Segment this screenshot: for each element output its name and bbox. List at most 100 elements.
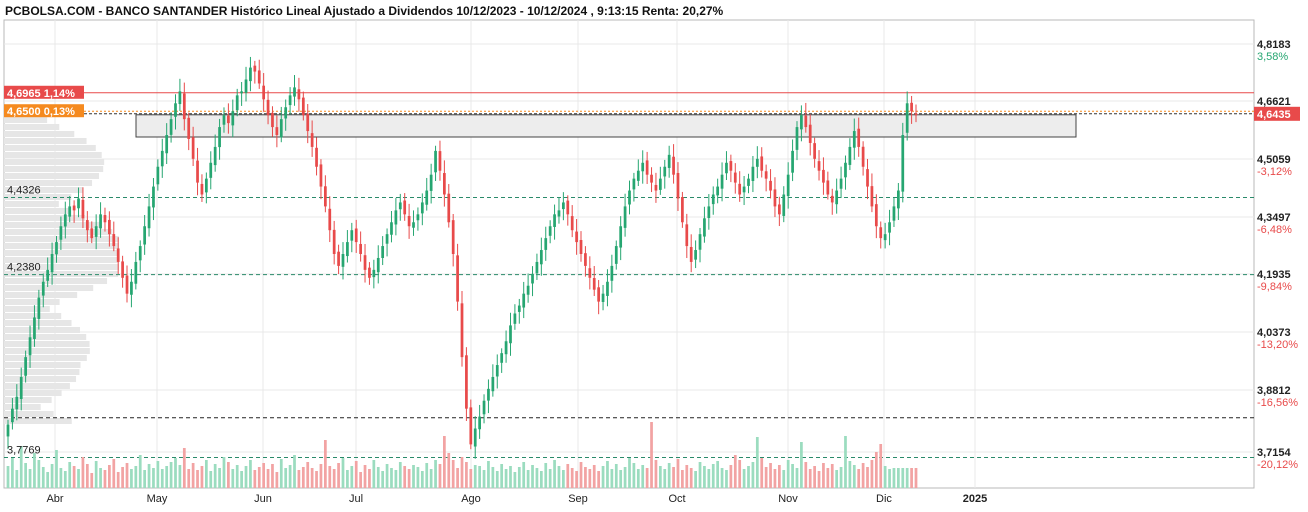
volume-bar <box>711 464 715 488</box>
volume-bar <box>610 469 614 488</box>
volume-bar <box>77 469 80 488</box>
candle-body <box>271 112 274 128</box>
candle-body <box>910 102 913 112</box>
volume-bar <box>698 462 702 488</box>
volume-bar <box>694 471 697 488</box>
candle-body <box>575 231 578 243</box>
volume-profile-bar <box>4 145 96 151</box>
volume-bar <box>901 468 905 488</box>
volume-profile-bar <box>4 292 78 298</box>
candle-body <box>584 253 587 266</box>
volume-bar <box>654 460 658 488</box>
volume-bar <box>469 469 473 488</box>
volume-profile-bar <box>4 194 72 200</box>
candle-body <box>729 161 733 171</box>
y-tick-price: 4,8183 <box>1257 39 1291 51</box>
candle-body <box>892 206 896 221</box>
volume-bar <box>584 467 587 488</box>
candle-body <box>125 275 129 294</box>
level-price-label-box <box>4 104 84 118</box>
volume-profile-bar <box>4 390 62 396</box>
candle-body <box>456 255 459 302</box>
candle-body <box>46 269 50 281</box>
candle-body <box>839 178 843 189</box>
volume-bar <box>703 466 706 488</box>
candle-body <box>822 169 825 183</box>
volume-bar <box>381 471 385 488</box>
candle-body <box>19 376 23 399</box>
candle-body <box>531 273 534 284</box>
candle-body <box>213 146 217 166</box>
y-tick-pct: 3,58% <box>1257 51 1288 63</box>
candle-body <box>196 160 199 183</box>
volume-bar <box>390 468 393 488</box>
candle-body <box>676 172 680 199</box>
y-tick-price: 3,8812 <box>1257 385 1291 397</box>
volume-bar <box>6 466 10 488</box>
candle-body <box>275 127 279 136</box>
candle-body <box>835 190 839 205</box>
volume-profile-bar <box>4 320 72 326</box>
volume-bar <box>323 440 327 488</box>
volume-bar <box>672 467 675 488</box>
volume-bar <box>839 467 843 488</box>
candle-body <box>526 285 530 295</box>
volume-profile-bar <box>4 222 100 228</box>
candle-body <box>614 246 618 264</box>
volume-profile-bar <box>4 201 59 207</box>
volume-bar <box>160 469 164 488</box>
volume-bar <box>363 465 367 488</box>
volume-bar <box>844 436 847 488</box>
volume-bar <box>500 464 504 488</box>
volume-bar <box>817 471 821 488</box>
volume-profile-bar <box>4 152 102 158</box>
candle-body <box>354 228 358 243</box>
volume-bar <box>879 444 883 488</box>
volume-bar <box>187 469 191 488</box>
candle-body <box>262 85 266 100</box>
volume-profile-bar <box>4 355 87 361</box>
candle-body <box>174 103 177 117</box>
volume-profile-bar <box>4 306 50 312</box>
candle-body <box>698 234 702 250</box>
volume-bar <box>733 455 737 488</box>
candle-body <box>363 255 367 270</box>
candle-body <box>830 195 834 203</box>
candle-body <box>861 146 865 167</box>
candle-body <box>257 70 261 84</box>
volume-bar <box>37 460 41 488</box>
chart-title: PCBOLSA.COM - BANCO SANTANDER Histórico … <box>5 4 724 18</box>
candle-body <box>68 206 72 217</box>
volume-bar <box>751 462 755 488</box>
candle-body <box>460 303 464 358</box>
volume-profile-bar <box>4 250 119 256</box>
candle-body <box>37 297 41 319</box>
candle-body <box>509 325 512 344</box>
volume-bar <box>861 463 865 488</box>
volume-profile-bar <box>4 348 90 354</box>
max-price-label-box <box>4 85 84 99</box>
candle-body <box>72 205 76 211</box>
candle-body <box>315 147 318 167</box>
volume-bar <box>557 466 561 488</box>
volume-bar <box>544 463 548 488</box>
candle-body <box>398 202 402 210</box>
x-tick-label: Ago <box>461 493 481 505</box>
volume-bar <box>681 470 684 488</box>
y-tick-pct: -20,12% <box>1257 459 1298 471</box>
x-tick-label: Sep <box>568 493 588 505</box>
candle-body <box>667 154 671 168</box>
volume-bar <box>808 469 812 488</box>
candle-body <box>711 194 715 205</box>
volume-bar <box>905 468 909 488</box>
volume-bar <box>350 466 354 488</box>
candle-body <box>24 357 27 376</box>
price-annotation-label: 4,2380 <box>7 262 41 274</box>
candle-body <box>63 214 67 227</box>
candle-body <box>15 396 19 410</box>
y-tick-pct: -3,12% <box>1257 166 1292 178</box>
volume-bar <box>791 464 794 488</box>
volume-bar <box>108 465 111 488</box>
candle-body <box>244 79 248 93</box>
